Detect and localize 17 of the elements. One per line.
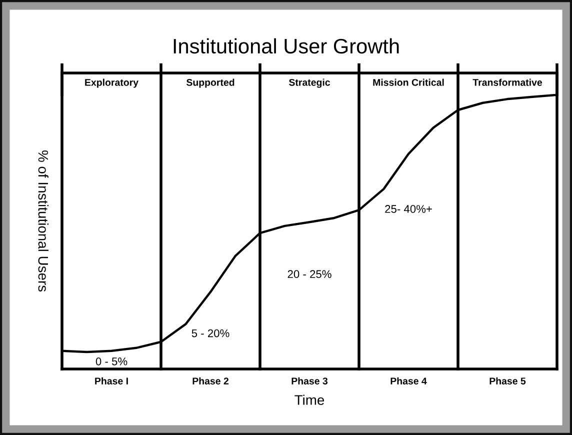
x-tick-label: Phase 3 [292,377,328,384]
text: Supported [186,78,234,88]
y-axis-title: % of Institutional Users [38,150,48,292]
annotation: 20 - 25% [288,270,332,278]
x-tick-label: Phase 2 [192,377,228,384]
text: Exploratory [85,78,138,88]
x-tick-label: Phase I [95,377,128,384]
chart-title: Institutional User Growth [174,38,399,54]
annotation: 25- 40%+ [385,205,432,213]
text: Mission Critical [373,78,444,86]
text: Strategic [288,78,330,88]
annotation: 5 - 20% [192,329,230,338]
annotation: 0 - 5% [96,357,128,366]
text: Transformative [472,78,542,86]
x-axis-title: Time [294,394,324,405]
x-tick-label: Phase 5 [490,377,526,384]
x-tick-label: Phase 4 [390,377,427,384]
